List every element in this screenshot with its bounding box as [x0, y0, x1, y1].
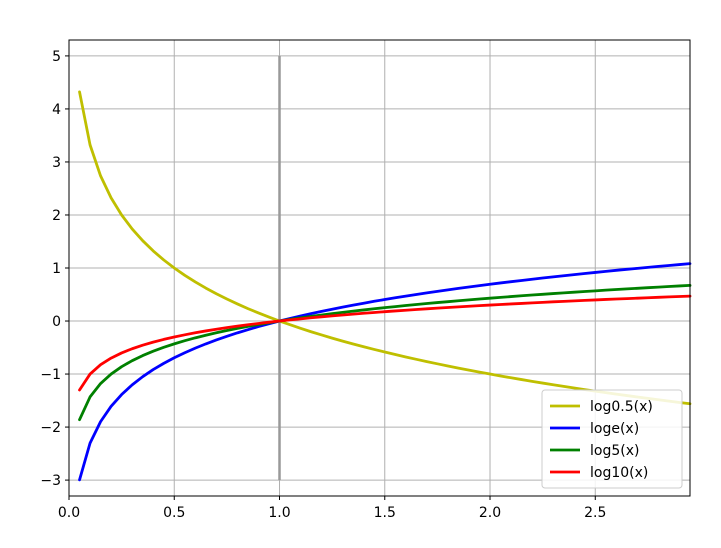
- series-line-2: [78, 283, 692, 422]
- x-axis: 0.0 0.5 1.0 1.5 2.0 2.5: [58, 496, 606, 521]
- legend: log0.5(x) loge(x) log5(x) log10(x): [541, 389, 683, 489]
- legend-label: log10(x): [590, 465, 648, 481]
- y-tick-label: −1: [40, 367, 61, 383]
- y-tick-label: 4: [52, 102, 61, 118]
- y-tick-label: −2: [40, 420, 61, 436]
- y-tick-label: −3: [40, 473, 61, 489]
- y-tick-label: 5: [52, 49, 61, 65]
- y-tick-label: 1: [52, 261, 61, 277]
- x-tick-label: 1.0: [268, 505, 290, 521]
- series-line-1: [78, 262, 692, 482]
- x-tick-label: 0.5: [163, 505, 185, 521]
- x-tick-label: 2.5: [584, 505, 606, 521]
- legend-label: loge(x): [590, 421, 639, 437]
- legend-label: log0.5(x): [590, 399, 653, 415]
- x-tick-label: 1.5: [374, 505, 396, 521]
- y-axis: −3 −2 −1 0 1 2 3 4 5: [40, 49, 69, 489]
- legend-box: [541, 389, 683, 489]
- legend-label: log5(x): [590, 443, 639, 459]
- y-tick-label: 2: [52, 208, 61, 224]
- series-line-3: [78, 294, 692, 392]
- x-tick-label: 0.0: [58, 505, 80, 521]
- y-tick-label: 0: [52, 314, 61, 330]
- x-tick-label: 2.0: [479, 505, 501, 521]
- y-tick-label: 3: [52, 155, 61, 171]
